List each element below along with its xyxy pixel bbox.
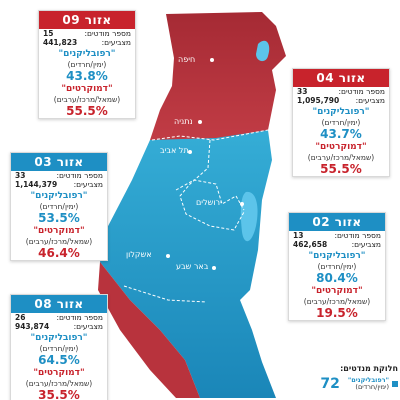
voters-value: 26 xyxy=(15,313,26,322)
dem-pct: 19.5% xyxy=(316,306,358,320)
dem-label: "דמוקרטים" xyxy=(33,226,85,236)
zone-border-center xyxy=(175,179,245,211)
dem-sub: (שמאל/מרכז/ערבים) xyxy=(53,95,121,104)
legend-swatch xyxy=(392,381,398,387)
ashkelon-dot xyxy=(166,254,170,258)
electors-value: 1,095,790 xyxy=(297,96,340,105)
zone-title: אזור 02 xyxy=(289,213,385,231)
rep-sub: (ימין/חרדים) xyxy=(321,118,361,127)
zone-title: אזור 08 xyxy=(11,295,107,313)
legend-title: חלוקת מנדטים: xyxy=(340,364,398,373)
city-jerusalem: ירושלים xyxy=(196,198,222,207)
voters-value: 33 xyxy=(297,87,308,96)
zone-card-02: אזור 02 מספר מודטים: 13 מצביעים: 462,658 "… xyxy=(288,212,386,321)
blue-region xyxy=(100,130,276,398)
zone-border-west-bank xyxy=(179,139,245,231)
city-ashkelon: אשקלון xyxy=(126,250,152,259)
zone-card-03: אזור 03 מספר מודטים: 33 מצביעים: 1,144,379… xyxy=(10,152,108,261)
netanya-dot xyxy=(198,120,202,124)
city-netanya: נתניה xyxy=(174,117,193,126)
rep-sub: (ימין/חרדים) xyxy=(39,202,79,211)
dem-sub: (שמאל/מרכז/ערבים) xyxy=(307,153,375,162)
zone-title: אזור 04 xyxy=(293,69,389,87)
legend-rep-label: "רפובליקנים" xyxy=(347,376,389,384)
dem-pct: 35.5% xyxy=(38,388,80,400)
electors-value: 462,658 xyxy=(293,240,328,249)
legend-rep-sub: (ימין/חרדים) xyxy=(355,383,389,391)
electors-value: 441,823 xyxy=(43,38,78,47)
electors-value: 943,874 xyxy=(15,322,50,331)
city-haifa: חיפה xyxy=(178,55,196,64)
rep-pct: 43.7% xyxy=(320,127,362,141)
south-red-region xyxy=(98,262,200,398)
rep-label: "רפובליקנים" xyxy=(30,333,88,343)
rep-pct: 53.5% xyxy=(38,211,80,225)
dem-sub: (שמאל/מרכז/ערבים) xyxy=(25,237,93,246)
dead-sea xyxy=(240,191,258,242)
haifa-dot xyxy=(210,58,214,62)
dem-pct: 55.5% xyxy=(320,162,362,176)
rep-label: "רפובליקנים" xyxy=(308,251,366,261)
rep-sub: (ימין/חרדים) xyxy=(67,60,107,69)
legend-rep-seats: 72 xyxy=(320,376,340,392)
rep-pct: 43.8% xyxy=(66,69,108,83)
jerusalem-dot xyxy=(240,202,244,206)
electors-value: 1,144,379 xyxy=(15,180,58,189)
dem-label: "דמוקרטים" xyxy=(311,286,363,296)
zone-border-north xyxy=(151,129,269,141)
dem-sub: (שמאל/מרכז/ערבים) xyxy=(303,297,371,306)
rep-sub: (ימין/חרדים) xyxy=(39,344,79,353)
dem-label: "דמוקרטים" xyxy=(61,84,113,94)
city-telaviv: תל אביב xyxy=(160,146,189,155)
legend-item-rep: "רפובליקנים" (ימין/חרדים) 72 xyxy=(282,376,398,392)
dem-pct: 55.5% xyxy=(66,104,108,118)
zone-card-09: אזור 09 מספר מודטים: 15 מצביעים: 441,823 "… xyxy=(38,10,136,119)
rep-label: "רפובליקנים" xyxy=(58,49,116,59)
zone-card-04: אזור 04 מספר מודטים: 33 מצביעים: 1,095,790… xyxy=(292,68,390,177)
rep-pct: 64.5% xyxy=(38,353,80,367)
rep-sub: (ימין/חרדים) xyxy=(317,262,357,271)
sea-of-galilee xyxy=(256,40,270,62)
zone-title: אזור 09 xyxy=(39,11,135,29)
rep-label: "רפובליקנים" xyxy=(30,191,88,201)
zone-border-south xyxy=(123,285,207,303)
voters-value: 33 xyxy=(15,171,26,180)
dem-label: "דמוקרטים" xyxy=(315,142,367,152)
dem-label: "דמוקרטים" xyxy=(33,368,85,378)
zone-title: אזור 03 xyxy=(11,153,107,171)
rep-label: "רפובליקנים" xyxy=(312,107,370,117)
telaviv-dot xyxy=(188,150,192,154)
red-region xyxy=(150,12,286,140)
zone-card-08: אזור 08 מספר מודטים: 26 מצביעים: 943,874 "… xyxy=(10,294,108,400)
voters-value: 15 xyxy=(43,29,54,38)
dem-sub: (שמאל/מרכז/ערבים) xyxy=(25,379,93,388)
city-beersheba: באר שבע xyxy=(176,262,209,271)
dem-pct: 46.4% xyxy=(38,246,80,260)
beersheba-dot xyxy=(212,266,216,270)
voters-value: 13 xyxy=(293,231,304,240)
seat-distribution-legend: חלוקת מנדטים: "רפובליקנים" (ימין/חרדים) … xyxy=(282,364,398,392)
rep-pct: 80.4% xyxy=(316,271,358,285)
